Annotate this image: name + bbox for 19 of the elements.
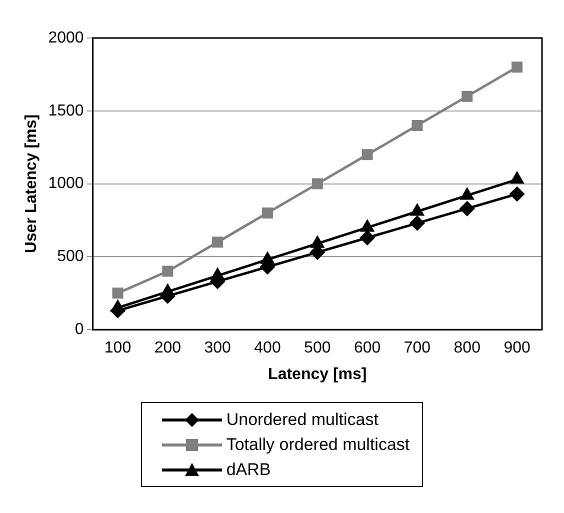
x-tick-label: 300 [204,340,232,357]
x-tick-label: 900 [504,340,530,357]
y-tick-label: 2000 [48,29,84,46]
legend-label: Unordered multicast [226,409,378,431]
x-tick-label: 200 [154,340,182,357]
legend-label: dARB [226,459,271,481]
x-tick-label: 500 [304,340,331,357]
y-tick-label: 500 [57,248,84,266]
x-tick-label: 100 [104,340,132,357]
x-axis-title: Latency [ms] [268,366,367,383]
y-tick-label: 0 [74,321,84,338]
x-tick-label: 600 [354,340,381,357]
x-tick-label: 800 [454,340,481,357]
y-tick-label: 1500 [48,102,84,120]
x-tick-label: 700 [404,340,431,357]
y-axis-title: User Latency [ms] [23,114,40,254]
x-tick-label: 400 [254,340,281,357]
legend-label: Totally ordered multicast [226,434,410,456]
y-tick-label: 1000 [48,175,84,192]
